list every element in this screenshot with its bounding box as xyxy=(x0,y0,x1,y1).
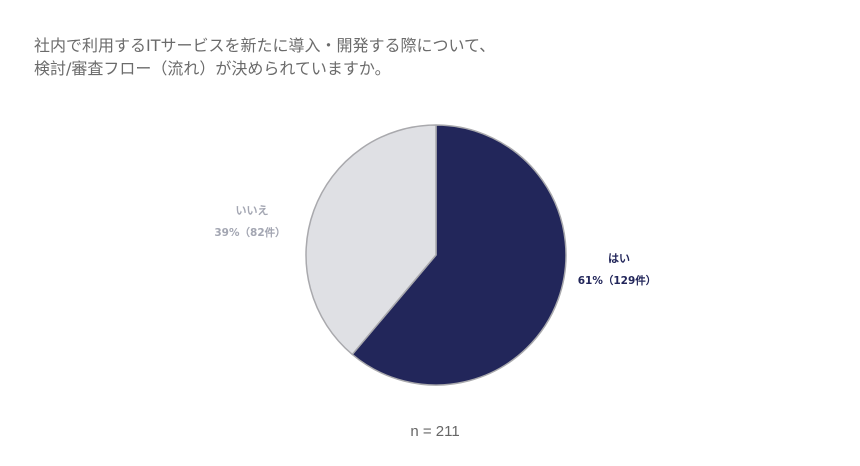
slice-label-no-name: いいえ xyxy=(236,204,269,217)
slice-label-yes-value: 61%（129件） xyxy=(578,274,657,287)
pie-slice-no xyxy=(305,124,437,356)
sample-size-note: n = 211 xyxy=(410,423,460,440)
pie-slices xyxy=(305,124,567,386)
chart-title: 社内で利用するITサービスを新たに導入・開発する際について、 検討/審査フロー（… xyxy=(34,34,495,80)
chart-title-line-1: 社内で利用するITサービスを新たに導入・開発する際について、 xyxy=(34,36,496,55)
slice-label-yes-name: はい xyxy=(608,252,630,265)
slice-label-no-value: 39%（82件） xyxy=(214,226,285,239)
chart-title-line-2: 検討/審査フロー（流れ）が決められていますか。 xyxy=(34,59,391,78)
pie-slice-yes xyxy=(351,124,567,386)
